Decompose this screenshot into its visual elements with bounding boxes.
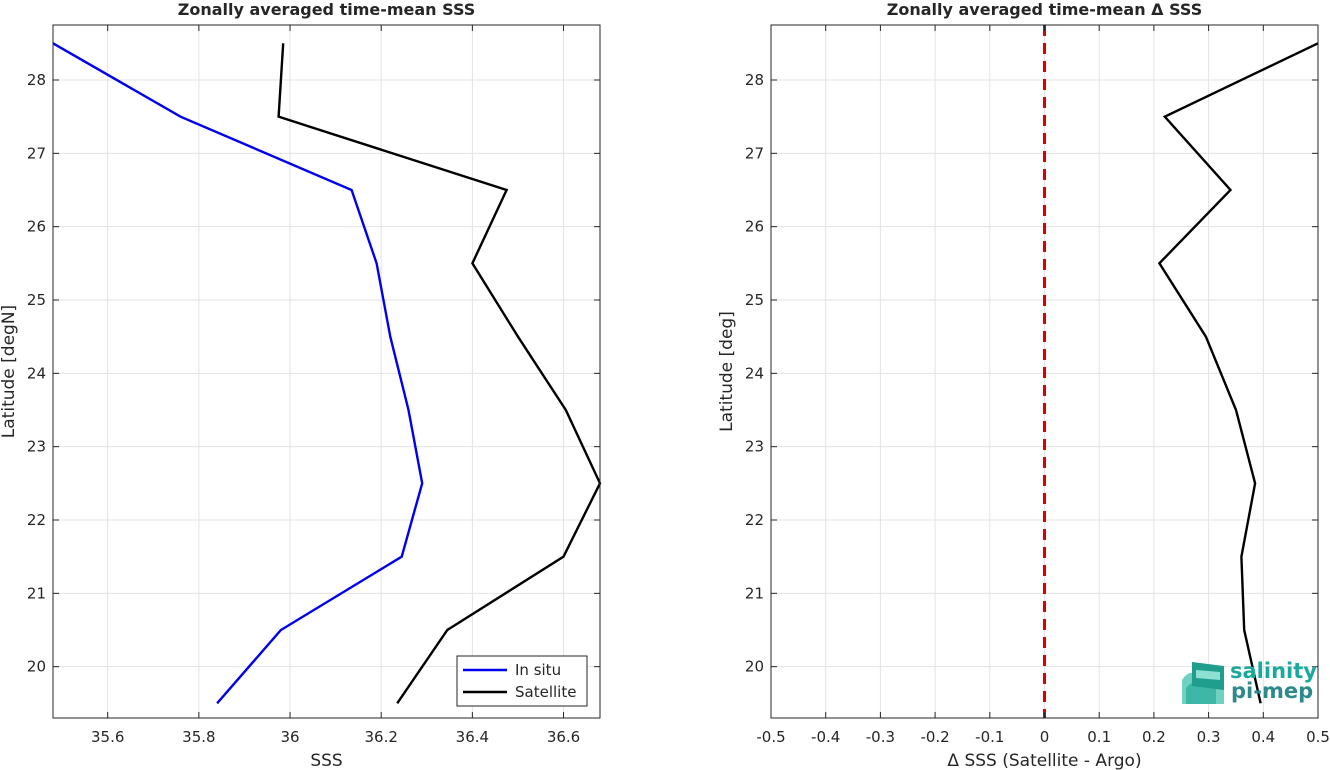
- x-tick-label: 0: [1040, 728, 1050, 746]
- y-tick-label: 25: [27, 291, 46, 309]
- x-tick-label: 0.2: [1142, 728, 1166, 746]
- x-tick-label: -0.2: [920, 728, 949, 746]
- x-tick-label: -0.5: [756, 728, 785, 746]
- salinity-pi-mep-logo: salinity pi-mep: [1182, 659, 1317, 704]
- x-tick-label: 0.1: [1087, 728, 1111, 746]
- chart-title: Zonally averaged time-mean Δ SSS: [887, 0, 1203, 19]
- y-tick-label: 23: [745, 438, 764, 456]
- x-axis-label: SSS: [310, 751, 342, 770]
- right-panel-delta-sss: -0.5 -0.4 -0.3 -0.2 -0.1 0 0.1 0.2 0.3 0.4 0.5 20 21…: [717, 0, 1330, 770]
- y-tick-label: 20: [745, 658, 764, 676]
- x-tick-label: 36: [280, 728, 299, 746]
- legend-label: In situ: [515, 661, 561, 679]
- x-tick-label: 35.6: [91, 728, 124, 746]
- y-tick-label: 22: [27, 511, 46, 529]
- y-tick-label: 24: [745, 364, 764, 382]
- y-tick-label: 21: [745, 584, 764, 602]
- plot-area: [53, 25, 600, 718]
- y-tick-label: 28: [27, 71, 46, 89]
- chart-title: Zonally averaged time-mean SSS: [178, 0, 476, 19]
- y-tick-label: 24: [27, 364, 46, 382]
- x-tick-label: 35.8: [182, 728, 215, 746]
- y-tick-label: 27: [27, 144, 46, 162]
- axes-box: [52, 24, 601, 719]
- legend-label: Satellite: [515, 683, 576, 701]
- y-tick-label: 20: [27, 658, 46, 676]
- x-tick-label: 36.2: [364, 728, 397, 746]
- logo-wave-icon: [1182, 662, 1224, 704]
- logo-text-pi-mep: pi-mep: [1231, 679, 1313, 703]
- logo-text-salinity: salinity: [1230, 659, 1317, 683]
- x-tick-label: -0.3: [866, 728, 895, 746]
- x-tick-label: 36.6: [547, 728, 580, 746]
- y-tick-label: 22: [745, 511, 764, 529]
- legend: In situ Satellite: [456, 655, 588, 707]
- y-tick-label: 26: [745, 218, 764, 236]
- y-axis-label: Latitude [degN]: [0, 305, 19, 438]
- x-tick-label: 0.4: [1251, 728, 1275, 746]
- y-tick-label: 25: [745, 291, 764, 309]
- y-tick-label: 26: [27, 218, 46, 236]
- legend-box: [456, 655, 588, 707]
- x-tick-label: 0.3: [1197, 728, 1221, 746]
- x-tick-label: -0.1: [975, 728, 1004, 746]
- left-panel-sss: 35.6 35.8 36 36.2 36.4 36.6 20 21 22 23 24 25 26 27 28…: [0, 0, 602, 770]
- y-tick-label: 21: [27, 584, 46, 602]
- x-tick-label: 0.5: [1306, 728, 1330, 746]
- x-axis-label: Δ SSS (Satellite - Argo): [947, 751, 1141, 770]
- y-tick-label: 28: [745, 71, 764, 89]
- x-tick-label: -0.4: [811, 728, 840, 746]
- y-tick-label: 23: [27, 438, 46, 456]
- x-tick-label: 36.4: [456, 728, 489, 746]
- y-tick-label: 27: [745, 144, 764, 162]
- series-line-in-situ: [52, 42, 424, 705]
- series-line-delta-sss: [1157, 42, 1319, 704]
- series-line-satellite: [277, 43, 602, 704]
- y-axis-label: Latitude [deg]: [717, 311, 737, 432]
